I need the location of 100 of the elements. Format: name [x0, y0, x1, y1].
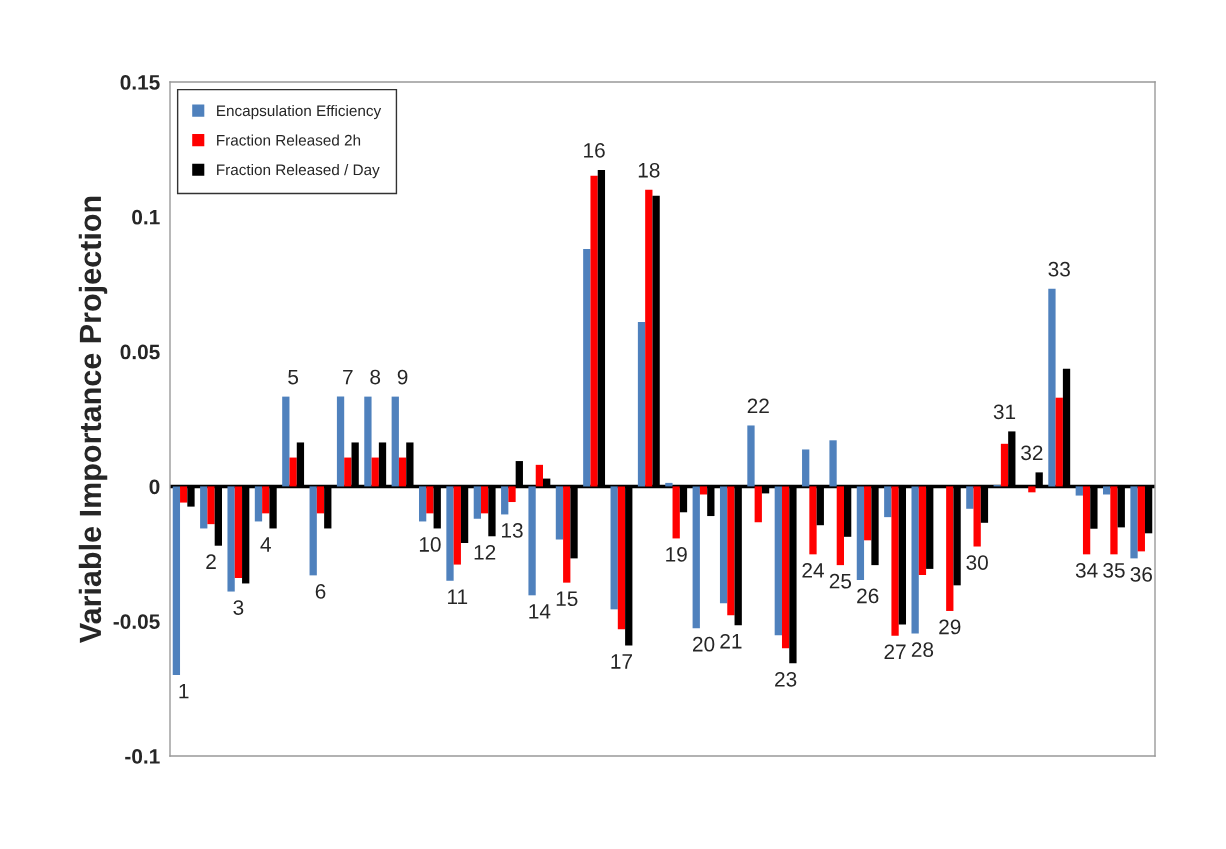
bar — [501, 486, 509, 515]
x-tick-label: 20 — [693, 636, 715, 652]
bar — [610, 486, 618, 610]
bar — [364, 396, 372, 487]
bar — [809, 486, 817, 555]
bar — [699, 486, 708, 495]
bar — [1103, 486, 1111, 495]
y-tick-label: -0.1 — [125, 749, 160, 764]
x-tick-label: 23 — [775, 671, 797, 687]
bar — [918, 486, 927, 576]
bar — [336, 396, 345, 487]
x-tick-label: 27 — [884, 644, 906, 659]
bar — [884, 486, 892, 518]
x-tick-label: 15 — [556, 591, 578, 607]
x-tick-label: 12 — [474, 544, 496, 560]
bar — [508, 486, 516, 503]
bar — [453, 486, 461, 565]
x-tick-label: 32 — [1021, 445, 1043, 461]
x-tick-label: 6 — [315, 584, 326, 599]
bar — [637, 321, 646, 487]
y-tick-label: 0.05 — [120, 344, 160, 360]
bar — [1075, 486, 1083, 496]
bar — [282, 396, 290, 487]
bar — [234, 486, 243, 579]
bar — [727, 486, 735, 616]
y-tick-label: -0.05 — [113, 614, 160, 629]
y-axis-title: Variable Importance Projection — [78, 196, 108, 643]
bar — [207, 486, 215, 525]
x-tick-label: 1 — [179, 683, 189, 699]
bar — [1000, 443, 1009, 487]
x-tick-label: 8 — [370, 369, 381, 385]
bar — [781, 486, 790, 649]
bar — [1082, 486, 1091, 555]
x-tick-label: 16 — [584, 142, 605, 158]
bar — [747, 425, 755, 487]
bar — [692, 486, 700, 629]
bar — [973, 486, 981, 547]
legend-label: Fraction Released 2h — [217, 134, 361, 146]
bar — [528, 486, 536, 596]
x-tick-label: 18 — [638, 162, 660, 178]
bar — [1028, 486, 1036, 493]
x-tick-label: 5 — [288, 369, 299, 385]
bar — [446, 486, 454, 581]
bar — [774, 486, 782, 636]
bar — [563, 486, 571, 583]
x-tick-label: 14 — [529, 604, 551, 619]
bar — [481, 486, 489, 514]
bar — [966, 486, 974, 509]
bar — [262, 486, 270, 514]
x-tick-label: 33 — [1048, 261, 1070, 277]
bar — [344, 457, 352, 487]
bar — [911, 486, 919, 634]
bar — [473, 486, 481, 519]
bar — [172, 486, 181, 676]
bar — [891, 486, 899, 636]
x-tick-label: 34 — [1075, 562, 1098, 578]
x-tick-label: 4 — [260, 537, 271, 552]
bar — [590, 175, 598, 487]
bar — [719, 486, 728, 604]
bar — [418, 486, 427, 522]
x-tick-label: 10 — [419, 537, 441, 552]
bar — [316, 486, 325, 514]
x-tick-label: 29 — [939, 619, 961, 635]
x-tick-label: 36 — [1130, 567, 1152, 582]
bar — [1130, 486, 1138, 559]
bar — [391, 396, 399, 487]
x-tick-label: 26 — [857, 588, 879, 604]
bar — [665, 482, 673, 487]
x-tick-label: 13 — [502, 523, 523, 538]
y-tick-label: 0.15 — [120, 75, 160, 90]
bar — [1110, 486, 1118, 555]
bar — [829, 440, 837, 487]
x-tick-label: 7 — [343, 369, 353, 385]
y-tick-label: 0 — [149, 479, 160, 495]
bar — [672, 486, 680, 539]
x-tick-label: 31 — [993, 404, 1016, 420]
bar — [802, 449, 810, 487]
bar — [180, 486, 188, 503]
x-tick-label: 11 — [448, 589, 468, 604]
bar — [1137, 486, 1145, 552]
bar — [371, 457, 379, 487]
x-tick-label: 35 — [1103, 562, 1125, 578]
x-tick-label: 28 — [911, 642, 934, 657]
bar — [836, 486, 844, 566]
legend-label: Fraction Released / Day — [217, 163, 380, 179]
bar — [289, 457, 297, 487]
bar — [426, 486, 434, 514]
x-tick-label: 2 — [206, 554, 216, 569]
x-tick-label: 21 — [720, 633, 742, 649]
bar — [555, 486, 564, 540]
bar — [617, 486, 626, 630]
bar — [227, 486, 235, 592]
y-tick-label: 0.1 — [132, 209, 160, 225]
x-tick-label: 17 — [611, 654, 632, 669]
bar — [754, 486, 762, 523]
x-tick-label: 9 — [397, 369, 408, 385]
x-tick-label: 30 — [966, 555, 988, 570]
bar — [1048, 288, 1056, 487]
bar — [535, 464, 544, 487]
bar — [254, 486, 263, 522]
